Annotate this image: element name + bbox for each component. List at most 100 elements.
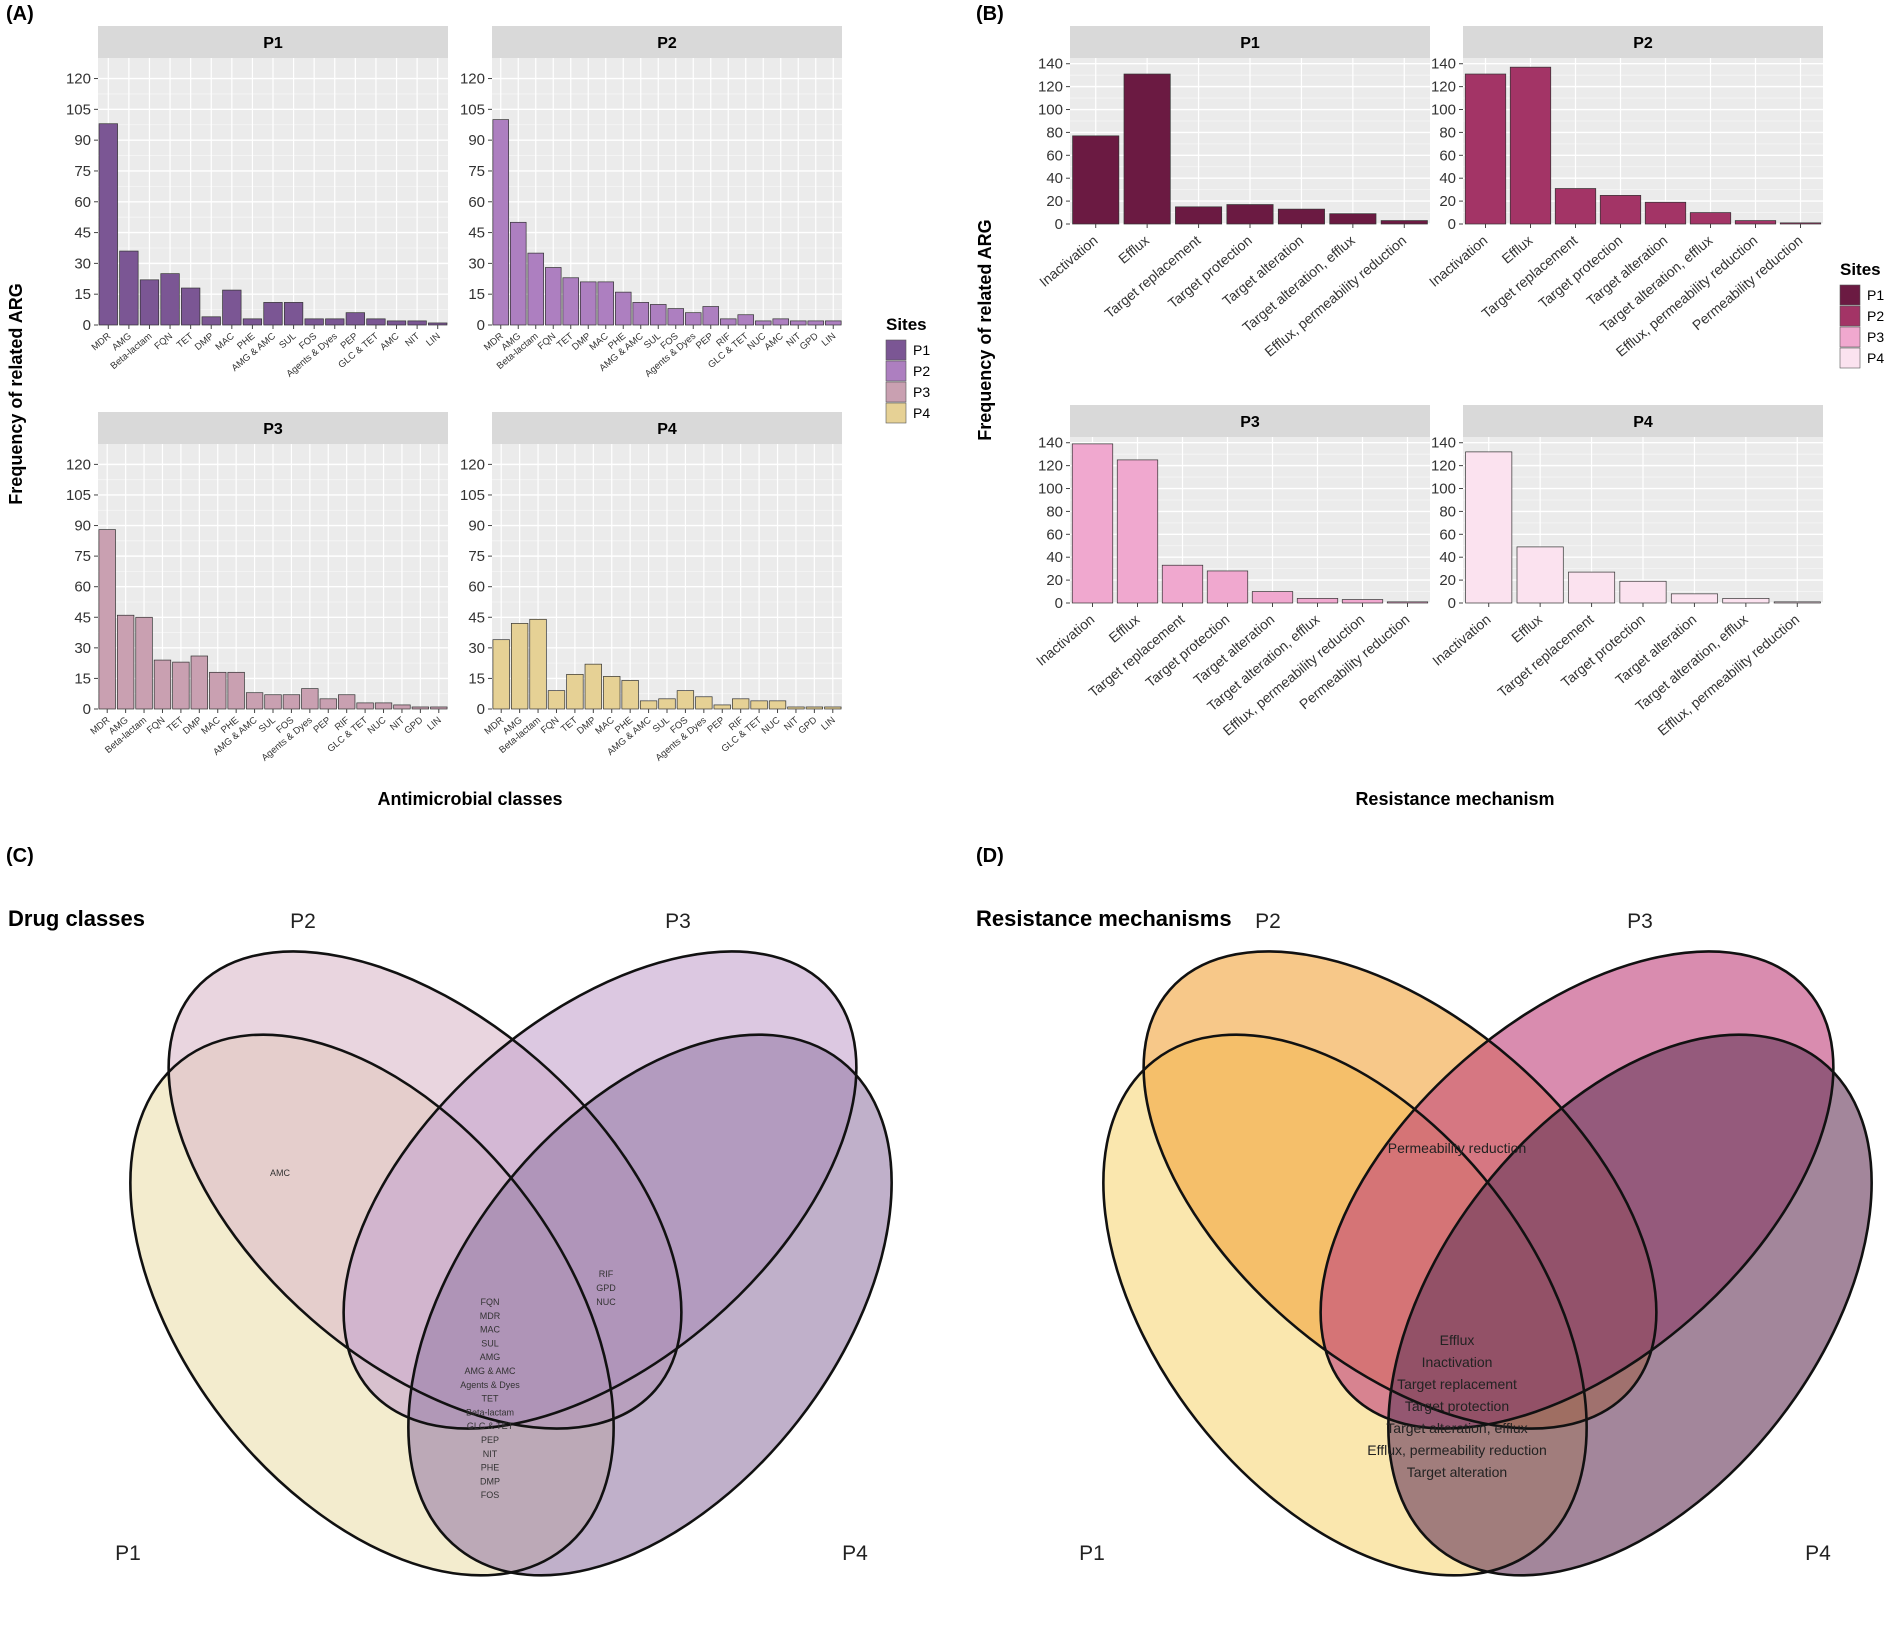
venn-region-label: TET bbox=[482, 1394, 500, 1404]
x-tick-label: MDR bbox=[90, 331, 114, 353]
y-tick-label: 60 bbox=[1046, 526, 1063, 543]
venn-region-label: Efflux, permeability reduction bbox=[1367, 1442, 1547, 1458]
y-tick-label: 30 bbox=[468, 640, 485, 657]
legend-key bbox=[1839, 284, 1861, 306]
venn-region-label: PHE bbox=[481, 1463, 500, 1473]
bar bbox=[325, 318, 345, 326]
x-tick-label: FQN bbox=[145, 715, 168, 736]
bar bbox=[1599, 195, 1642, 225]
bar bbox=[676, 690, 695, 710]
x-tick-label: DMP bbox=[575, 715, 598, 737]
y-tick-label: 75 bbox=[74, 548, 91, 565]
bar bbox=[1329, 213, 1377, 225]
venn-set-p4 bbox=[1388, 1034, 1872, 1576]
bar bbox=[1779, 222, 1822, 225]
bar bbox=[737, 314, 754, 326]
bar bbox=[119, 250, 139, 326]
facet-strip bbox=[492, 26, 842, 58]
venn-region-label: Beta-lactam bbox=[466, 1407, 514, 1417]
venn-set-label: P3 bbox=[665, 910, 691, 933]
facet-p4: P4 0 20 40 60 80 100 120 140 Inactivation EffluxTa… bbox=[1429, 405, 1823, 739]
venn-diagrams-layer: Drug classes P1 P2 P3 P4 AMC RIF GPD NUC FQN MDR MA… bbox=[8, 906, 1873, 1577]
y-tick-label: 20 bbox=[1439, 193, 1456, 210]
y-tick-label: 40 bbox=[1046, 549, 1063, 566]
y-tick-label: 140 bbox=[1038, 435, 1063, 452]
facet-strip-label: P4 bbox=[1633, 414, 1653, 431]
y-tick-label: 120 bbox=[66, 456, 91, 473]
bar bbox=[713, 704, 731, 710]
y-tick-label: 60 bbox=[74, 194, 91, 211]
bar bbox=[1072, 135, 1120, 225]
y-tick-label: 45 bbox=[468, 609, 485, 626]
y-tick-label: 45 bbox=[74, 609, 91, 626]
x-tick-label: Efflux bbox=[1106, 611, 1143, 646]
y-tick-label: 120 bbox=[460, 456, 485, 473]
bar bbox=[547, 690, 566, 710]
venn-region-label: FOS bbox=[481, 1490, 500, 1500]
y-tick-label: 120 bbox=[1431, 458, 1456, 475]
bar-charts-layer: P10153045607590105120MDRAMGBeta-lactamFQ… bbox=[6, 26, 1884, 809]
y-tick-label: 40 bbox=[1439, 549, 1456, 566]
bar bbox=[1175, 206, 1223, 225]
bar bbox=[98, 123, 118, 326]
x-tick-label: FQN bbox=[539, 715, 562, 736]
y-tick-label: 0 bbox=[1055, 595, 1063, 612]
bar bbox=[720, 318, 737, 326]
bar bbox=[366, 318, 386, 326]
venn-d: Resistance mechanisms P1 P2 P3 P4 Permeabilit… bbox=[976, 906, 1873, 1577]
bar bbox=[304, 318, 324, 326]
legend-key bbox=[885, 381, 907, 403]
panel-label-d: (D) bbox=[976, 845, 1004, 867]
y-tick-label: 120 bbox=[1038, 458, 1063, 475]
facet-strip bbox=[98, 26, 448, 58]
bar bbox=[1568, 571, 1616, 604]
y-tick-label: 60 bbox=[468, 194, 485, 211]
y-tick-label: 105 bbox=[66, 487, 91, 504]
venn-region-label: RIF bbox=[599, 1269, 614, 1279]
y-tick-label: 90 bbox=[468, 518, 485, 535]
x-tick-label: LIN bbox=[424, 331, 443, 349]
y-tick-label: 120 bbox=[1431, 79, 1456, 96]
x-tick-label: FQN bbox=[153, 331, 176, 352]
legend-key bbox=[1839, 347, 1861, 369]
venn-region-label: Efflux bbox=[1440, 1332, 1475, 1348]
venn-set-label: P2 bbox=[1255, 910, 1281, 933]
x-tick-label: Target replacement bbox=[1101, 232, 1203, 321]
y-tick-label: 80 bbox=[1439, 503, 1456, 520]
bar bbox=[632, 302, 649, 326]
y-tick-label: 30 bbox=[468, 255, 485, 272]
bar bbox=[209, 671, 227, 710]
bar bbox=[1465, 451, 1513, 604]
bar bbox=[732, 698, 750, 710]
bar bbox=[428, 322, 448, 326]
bar bbox=[1380, 220, 1428, 225]
bar bbox=[356, 702, 374, 710]
bar bbox=[1226, 204, 1274, 225]
venn-outline-p2 bbox=[1142, 950, 1658, 1430]
venn-region-label: GLC & TET bbox=[467, 1421, 514, 1431]
bar bbox=[805, 706, 824, 710]
legend-label: P4 bbox=[913, 405, 930, 421]
legend-label: P4 bbox=[1867, 350, 1884, 366]
y-tick-label: 140 bbox=[1431, 435, 1456, 452]
venn-region-label: Target replacement bbox=[1397, 1376, 1517, 1392]
bar bbox=[824, 706, 842, 710]
venn-region-label: NIT bbox=[483, 1449, 498, 1459]
x-tick-label: MDR bbox=[88, 715, 112, 737]
bar bbox=[181, 287, 201, 326]
bar bbox=[750, 700, 768, 710]
venn-outline-p4 bbox=[407, 1033, 893, 1577]
x-tick-label: TET bbox=[175, 331, 196, 351]
y-tick-label: 30 bbox=[74, 255, 91, 272]
y-tick-label: 120 bbox=[460, 71, 485, 88]
bar bbox=[597, 281, 614, 326]
facet-strip bbox=[1070, 405, 1430, 437]
x-tick-label: LIN bbox=[425, 715, 444, 733]
bar bbox=[1509, 66, 1552, 225]
x-tick-label: DMP bbox=[181, 715, 204, 737]
legend-label: P3 bbox=[1867, 329, 1884, 345]
bar bbox=[282, 694, 301, 710]
legend: Sites P1 P2 P3 P4 bbox=[1839, 260, 1884, 369]
